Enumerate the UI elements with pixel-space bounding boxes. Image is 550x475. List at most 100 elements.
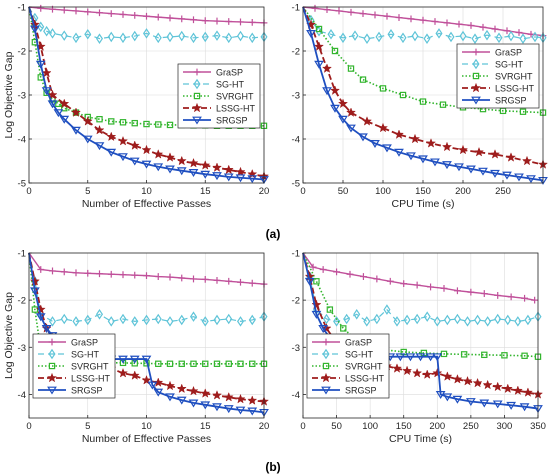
data-point-srgsp: [53, 109, 64, 118]
data-point-lssg-ht: [522, 387, 533, 397]
legend: GraSP SG-HT SVRGHT LSSG-HT SRGSP: [177, 63, 261, 129]
data-point-grasp: [346, 270, 354, 278]
data-point-sg-ht: [411, 30, 419, 42]
data-point-srgsp: [165, 165, 175, 174]
y-tick-label: -4: [18, 135, 26, 146]
data-point-lssg-ht: [188, 385, 199, 396]
data-point-svrght: [131, 360, 138, 367]
data-point-srgsp: [346, 124, 356, 133]
data-point-svrght: [315, 25, 323, 33]
data-point-srgsp: [311, 310, 322, 319]
data-point-grasp: [248, 279, 256, 287]
data-point-lssg-ht: [425, 138, 437, 148]
data-point-grasp: [454, 287, 461, 295]
data-point-svrght: [190, 360, 197, 367]
series-line-svrght: [28, 252, 264, 365]
data-point-grasp: [154, 273, 162, 280]
data-point-srgsp: [405, 353, 416, 362]
data-point-svrght: [331, 47, 339, 55]
data-point-sg-ht: [375, 31, 383, 43]
data-point-srgsp: [30, 287, 40, 296]
data-point-sg-ht: [201, 31, 209, 43]
data-point-grasp: [503, 27, 511, 35]
data-point-grasp: [225, 18, 233, 25]
data-point-srgsp: [502, 171, 512, 180]
data-point-sg-ht: [248, 314, 256, 326]
data-point-sg-ht: [60, 313, 68, 325]
data-point-srgsp: [247, 175, 258, 184]
legend-label-sg-ht: SG-HT: [345, 350, 374, 360]
data-point-srgsp: [506, 401, 517, 410]
data-point-lssg-ht: [311, 299, 322, 310]
x-tick-label: 100: [362, 421, 378, 432]
data-point-grasp: [60, 6, 68, 14]
data-point-srgsp: [35, 60, 46, 69]
data-point-grasp: [72, 269, 80, 277]
data-point-sg-ht: [72, 32, 80, 44]
data-point-grasp: [37, 4, 45, 12]
data-point-srgsp: [442, 393, 453, 402]
data-point-grasp: [440, 284, 448, 292]
data-point-srgsp: [41, 87, 52, 96]
series-line-svrght: [302, 6, 544, 114]
data-point-sg-ht: [213, 30, 221, 41]
data-point-grasp: [491, 25, 499, 33]
data-point-svrght: [379, 85, 387, 92]
legend-marker-srgsp: [321, 386, 331, 395]
legend-box: [306, 333, 390, 399]
data-point-sg-ht: [495, 32, 503, 44]
data-point-srgsp: [454, 163, 464, 172]
legend-marker-svrght: [322, 362, 330, 370]
x-tick-label: 200: [429, 421, 445, 432]
data-point-lssg-ht: [391, 363, 403, 373]
data-point-lssg-ht: [117, 367, 129, 378]
data-point-lssg-ht: [59, 98, 70, 109]
y-tick-label: -4: [292, 135, 300, 146]
data-point-lssg-ht: [211, 162, 223, 172]
y-tick-label: -1: [18, 3, 26, 14]
data-point-svrght: [249, 360, 256, 367]
y-tick-label: -1: [292, 249, 300, 260]
data-point-grasp: [383, 12, 391, 20]
data-point-grasp: [413, 281, 421, 289]
series-line-sg-ht: [302, 252, 539, 323]
data-point-lssg-ht: [377, 122, 389, 133]
legend-label-grasp: GraSP: [71, 338, 98, 348]
data-point-lssg-ht: [321, 63, 333, 73]
data-point-sg-ht: [48, 28, 57, 39]
data-point-sg-ht: [142, 314, 151, 326]
data-point-srgsp: [425, 353, 436, 362]
y-tick-label: -2: [292, 296, 300, 307]
data-point-svrght: [178, 360, 185, 367]
legend-marker-grasp: [322, 338, 330, 346]
data-point-grasp: [248, 19, 256, 26]
y-tick-label: -2: [18, 47, 26, 58]
data-point-srgsp: [212, 403, 222, 412]
legend-marker-grasp: [193, 68, 201, 76]
data-point-grasp: [333, 268, 340, 276]
data-point-srgsp: [526, 175, 536, 184]
data-point-lssg-ht: [247, 395, 258, 405]
data-point-sg-ht: [443, 314, 451, 326]
data-point-sg-ht: [84, 314, 92, 326]
data-point-lssg-ht: [492, 381, 503, 392]
legend-label-lssg-ht: LSSG-HT: [71, 374, 111, 384]
data-point-lssg-ht: [473, 146, 485, 157]
data-point-grasp: [443, 19, 451, 27]
data-point-lssg-ht: [129, 140, 140, 150]
data-point-srgsp: [314, 60, 324, 69]
data-point-sg-ht: [343, 313, 351, 325]
legend-label-lssg-ht: LSSG-HT: [495, 84, 535, 94]
data-point-sg-ht: [459, 30, 467, 42]
legend-marker-lssg-ht: [470, 82, 482, 93]
data-point-sg-ht: [524, 314, 532, 326]
data-point-srgsp: [432, 353, 443, 362]
data-point-grasp: [37, 266, 45, 273]
data-point-svrght: [31, 306, 39, 313]
data-point-srgsp: [465, 398, 476, 407]
x-tick-label: 0: [26, 421, 31, 432]
data-point-sg-ht: [519, 33, 527, 44]
data-point-sg-ht: [225, 313, 233, 325]
data-point-grasp: [373, 275, 381, 283]
